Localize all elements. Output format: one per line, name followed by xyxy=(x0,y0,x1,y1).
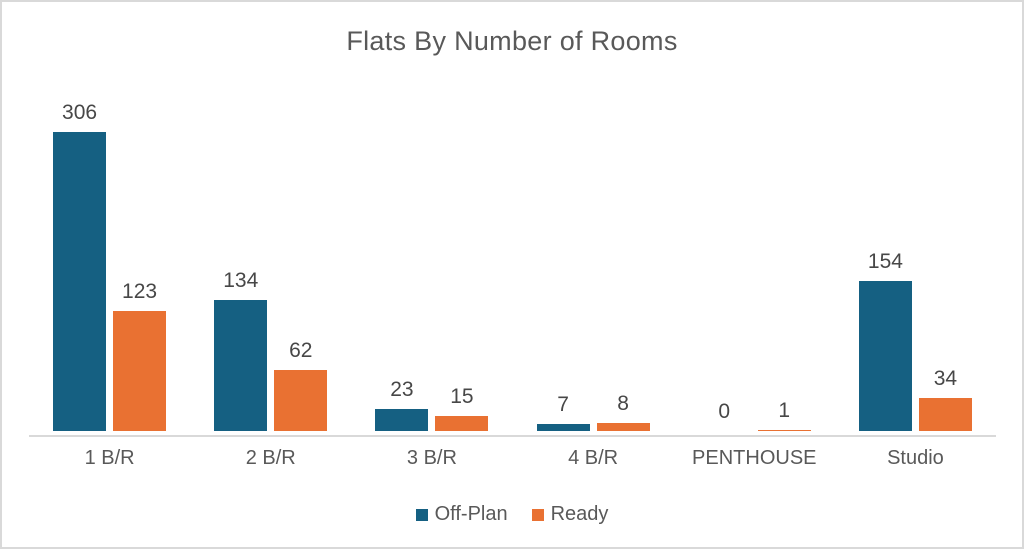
bar-group: 134 62 xyxy=(190,131,351,431)
legend-item-ready: Ready xyxy=(531,503,609,526)
category-axis: 1 B/R 2 B/R 3 B/R 4 B/R PENTHOUSE Studio xyxy=(29,447,996,470)
bar-off-plan xyxy=(214,300,268,431)
bar-group: 306 123 xyxy=(29,101,190,431)
category-label: Studio xyxy=(887,447,944,469)
data-label: 154 xyxy=(867,250,903,273)
bar-ready xyxy=(435,416,489,431)
bar-ready xyxy=(757,430,811,431)
bar-group: 154 34 xyxy=(835,131,996,431)
data-label: 306 xyxy=(62,101,98,124)
bar-cell: 0 xyxy=(698,131,751,431)
category-label: 4 B/R xyxy=(568,447,619,469)
bar-ready xyxy=(274,370,328,431)
bar-groups-row: 306 123 134 62 23 15 7 8 0 1 154 34 xyxy=(29,101,996,431)
bar-ready xyxy=(113,311,167,431)
chart-title: Flats By Number of Rooms xyxy=(346,26,678,56)
data-label: 0 xyxy=(718,400,731,423)
bar-cell: 306 xyxy=(53,101,107,431)
bar-ready xyxy=(596,423,650,431)
legend-swatch-icon xyxy=(415,508,428,521)
bar-group: 23 15 xyxy=(351,131,512,431)
data-label: 123 xyxy=(122,280,158,303)
bar-cell: 8 xyxy=(596,131,650,431)
data-label: 7 xyxy=(557,393,569,416)
legend-swatch-icon xyxy=(531,508,544,521)
data-label: 34 xyxy=(933,367,958,390)
data-label: 62 xyxy=(289,339,313,362)
bar-off-plan xyxy=(53,132,107,431)
bar-off-plan xyxy=(858,281,912,431)
bar-cell: 134 xyxy=(214,131,268,431)
bar-off-plan xyxy=(536,424,590,431)
bar-cell: 15 xyxy=(435,131,489,431)
bar-cell: 23 xyxy=(375,131,429,431)
data-label: 23 xyxy=(390,378,414,401)
bar-off-plan xyxy=(375,409,429,431)
data-label: 134 xyxy=(223,269,259,292)
category-label: 3 B/R xyxy=(406,447,457,469)
bar-cell: 34 xyxy=(918,131,972,431)
category-label: PENTHOUSE xyxy=(692,447,817,469)
legend: Off-Plan Ready xyxy=(2,503,1022,526)
data-label: 15 xyxy=(450,385,474,408)
legend-item-off-plan: Off-Plan xyxy=(415,503,508,526)
bar-cell: 123 xyxy=(113,131,167,431)
legend-label: Ready xyxy=(550,503,609,525)
data-label: 8 xyxy=(617,392,629,415)
bar-cell: 62 xyxy=(274,131,328,431)
plot-area: 306 123 134 62 23 15 7 8 0 1 154 34 xyxy=(29,101,996,431)
bar-cell: 154 xyxy=(858,131,912,431)
bar-cell: 7 xyxy=(536,131,590,431)
bar-cell: 1 xyxy=(757,131,811,431)
category-label: 2 B/R xyxy=(245,447,296,469)
x-axis-line xyxy=(29,435,996,437)
category-label: 1 B/R xyxy=(84,447,135,469)
bar-ready xyxy=(918,398,972,431)
legend-label: Off-Plan xyxy=(434,503,508,525)
data-label: 1 xyxy=(778,399,791,422)
